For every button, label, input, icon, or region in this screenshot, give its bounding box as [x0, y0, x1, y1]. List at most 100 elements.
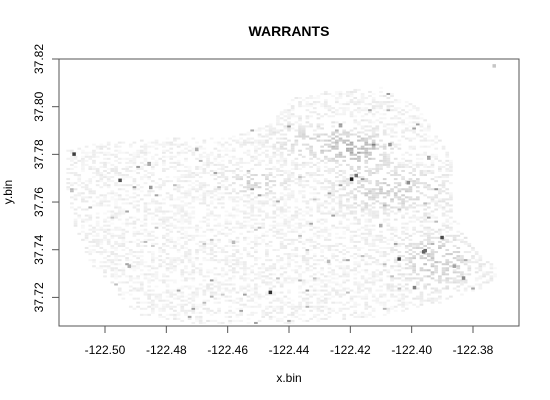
heatmap-cell [467, 242, 472, 245]
heatmap-cell [290, 216, 295, 219]
heatmap-cell [360, 145, 365, 148]
heatmap-cell [228, 161, 232, 164]
heatmap-cell [353, 202, 358, 205]
heatmap-cell [268, 204, 273, 207]
heatmap-cell [382, 153, 387, 156]
heatmap-cell [66, 182, 71, 185]
heatmap-cell [268, 155, 273, 158]
heatmap-cell [220, 155, 225, 158]
heatmap-cell [335, 210, 339, 213]
heatmap-cell [180, 176, 185, 179]
heatmap-cell [265, 141, 269, 144]
heatmap-cell [438, 246, 442, 249]
heatmap-cell [147, 305, 151, 308]
heatmap-cell [349, 149, 354, 152]
heatmap-cell [246, 141, 251, 144]
heatmap-cell [250, 204, 255, 207]
heatmap-cell [434, 194, 439, 197]
heatmap-cell [191, 196, 196, 199]
heatmap-cell [283, 234, 288, 237]
heatmap-cell [423, 163, 427, 166]
heatmap-cell [298, 267, 302, 270]
heatmap-cell [438, 244, 442, 247]
heatmap-cell [283, 137, 288, 140]
heatmap-cell [353, 198, 358, 201]
heatmap-cell [342, 279, 347, 282]
heatmap-cell [250, 313, 255, 316]
heatmap-cell [430, 301, 435, 304]
heatmap-cell [180, 220, 185, 223]
heatmap-cell [360, 315, 365, 318]
heatmap-cell [298, 101, 302, 104]
heatmap-cell [276, 206, 280, 209]
heatmap-cell [434, 220, 439, 223]
heatmap-cell [427, 188, 431, 191]
heatmap-cell [415, 135, 420, 138]
heatmap-cell [231, 163, 236, 166]
heatmap-cell [427, 135, 431, 138]
heatmap-cell [279, 153, 284, 156]
heatmap-cell [106, 147, 111, 150]
heatmap-cell [386, 259, 391, 262]
heatmap-cell [180, 269, 185, 272]
heatmap-cell [390, 101, 394, 104]
heatmap-cell [353, 88, 358, 91]
heatmap-cell [423, 275, 427, 278]
heatmap-cell [301, 242, 306, 245]
heatmap-cell [220, 228, 225, 231]
heatmap-cell [261, 139, 266, 142]
heatmap-cell [309, 95, 313, 98]
heatmap-cell [393, 109, 398, 112]
heatmap-cell [404, 200, 409, 203]
heatmap-cell [257, 236, 262, 239]
heatmap-cell [147, 176, 151, 179]
heatmap-cell [132, 157, 137, 160]
heatmap-cell [349, 92, 354, 95]
heatmap-cell [254, 295, 258, 298]
heatmap-cell [279, 317, 284, 320]
x-tick-label: -122.48 [146, 343, 187, 357]
heatmap-cell [198, 317, 203, 320]
heatmap-cell [217, 307, 221, 310]
heatmap-cell [132, 287, 137, 290]
heatmap-hotspot [149, 185, 153, 190]
heatmap-cell [294, 200, 299, 203]
heatmap-cell [279, 216, 284, 219]
heatmap-cell [206, 269, 210, 272]
heatmap-cell [268, 127, 273, 130]
heatmap-cell [84, 238, 89, 241]
heatmap-cell [268, 273, 273, 276]
heatmap-cell [408, 129, 413, 132]
heatmap-cell [209, 293, 214, 296]
heatmap-cell [209, 163, 214, 166]
heatmap-cell [173, 139, 177, 142]
heatmap-cell [346, 133, 350, 136]
heatmap-cell [209, 271, 214, 274]
heatmap-cell [357, 281, 361, 284]
heatmap-cell [371, 121, 376, 124]
heatmap-cell [198, 283, 203, 286]
heatmap-cell [224, 257, 229, 260]
heatmap-cell [338, 200, 343, 203]
heatmap-cell [173, 297, 177, 300]
heatmap-cell [106, 228, 111, 231]
heatmap-cell [320, 212, 324, 215]
heatmap-cell [338, 133, 343, 136]
heatmap-cell [220, 196, 225, 199]
heatmap-cell [316, 279, 321, 282]
heatmap-cell [316, 263, 321, 266]
heatmap-cell [231, 319, 236, 322]
heatmap-cell [412, 169, 416, 172]
heatmap-cell [331, 133, 335, 136]
heatmap-cell [305, 117, 310, 120]
heatmap-cell [272, 234, 277, 237]
heatmap-cell [379, 103, 383, 106]
heatmap-cell [301, 184, 306, 187]
heatmap-cell [261, 279, 266, 282]
heatmap-cell [309, 210, 313, 213]
heatmap-cell [95, 184, 100, 187]
heatmap-cell [489, 275, 494, 278]
heatmap-cell [246, 202, 251, 205]
heatmap-cell [176, 230, 181, 233]
heatmap-cell [220, 159, 225, 162]
